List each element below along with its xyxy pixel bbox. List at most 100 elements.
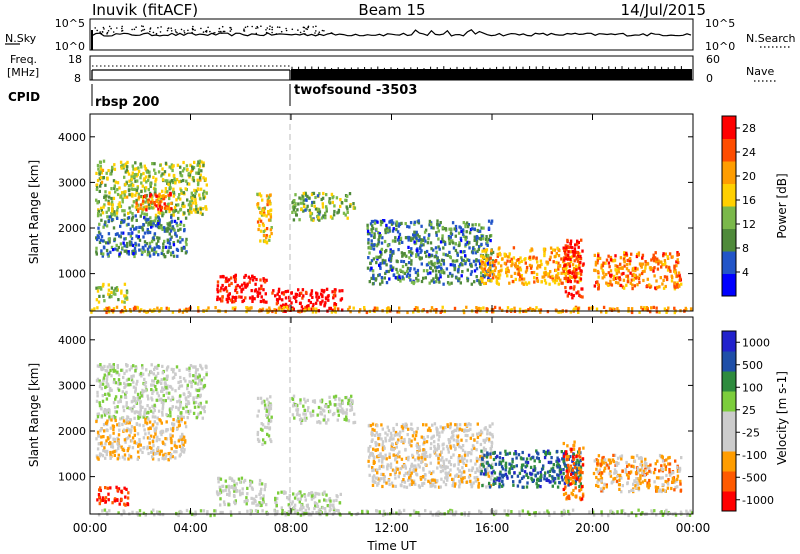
nsky-panel <box>89 18 694 51</box>
power-cell <box>318 210 322 214</box>
power-cell <box>190 198 193 202</box>
power-cell <box>149 222 152 226</box>
power-cell <box>257 227 260 232</box>
power-cell <box>171 250 175 254</box>
power-cell <box>551 277 554 281</box>
power-cell <box>170 215 173 219</box>
power-cell <box>102 205 105 209</box>
power-cell <box>565 267 568 271</box>
velocity-cell <box>482 438 485 442</box>
power-cell <box>93 307 96 311</box>
power-cell <box>284 296 288 300</box>
power-cell <box>170 219 174 223</box>
velocity-cell <box>372 476 375 480</box>
power-cell <box>179 208 182 212</box>
power-cell <box>372 257 376 261</box>
velocity-cell <box>151 423 155 427</box>
power-cell <box>282 292 286 296</box>
power-cell <box>120 218 123 223</box>
power-cell <box>227 278 231 282</box>
velocity-cell <box>178 444 182 448</box>
power-cell <box>394 239 397 243</box>
power-cell <box>184 216 188 220</box>
velocity-cell <box>477 484 480 488</box>
power-cell <box>174 181 177 185</box>
nsearch-dot <box>257 27 259 29</box>
velocity-cell <box>104 385 107 390</box>
power-cell <box>261 307 265 311</box>
power-cell <box>229 298 233 302</box>
velocity-cell <box>261 501 264 505</box>
power-cell <box>168 181 171 185</box>
velocity-cell <box>123 438 127 442</box>
velocity-cell <box>201 367 204 371</box>
power-cell <box>227 296 231 301</box>
velocity-cell <box>476 435 480 439</box>
power-cell <box>259 299 263 304</box>
velocity-cell <box>367 464 371 468</box>
velocity-cell <box>133 428 137 433</box>
velocity-cell <box>449 446 453 450</box>
velocity-cell <box>142 415 145 419</box>
power-cell <box>439 221 442 225</box>
power-cell <box>597 287 600 291</box>
power-cell <box>340 201 344 205</box>
power-cell <box>503 253 507 257</box>
power-cell <box>369 222 373 226</box>
power-cell <box>471 227 474 231</box>
velocity-cell <box>137 410 140 414</box>
power-cell <box>496 281 499 285</box>
velocity-cell <box>400 484 403 488</box>
power-cell <box>399 279 402 283</box>
nsearch-dot <box>140 30 143 32</box>
power-cell <box>253 276 256 280</box>
velocity-cell <box>180 447 183 451</box>
velocity-cell <box>192 396 195 400</box>
power-cell <box>105 210 108 214</box>
power-cell <box>439 273 442 277</box>
power-cell <box>258 192 261 197</box>
velocity-cell <box>470 452 473 456</box>
velocity-cell <box>269 403 273 407</box>
velocity-cell <box>378 466 381 471</box>
power-cell <box>190 210 193 214</box>
power-cell <box>107 201 110 206</box>
power-cell <box>108 195 111 199</box>
velocity-cell <box>152 372 155 376</box>
power-cell <box>573 250 577 254</box>
power-cell <box>402 260 406 264</box>
power-cell <box>409 267 412 271</box>
velocity-cell <box>449 463 453 467</box>
velocity-cell <box>422 481 426 485</box>
power-cell <box>113 163 116 167</box>
velocity-cell <box>152 405 155 409</box>
velocity-cell <box>169 427 173 431</box>
power-cell <box>148 206 151 210</box>
nsearch-dot <box>246 25 249 28</box>
power-cell <box>581 295 584 299</box>
power-cell <box>298 196 301 200</box>
velocity-cell <box>307 507 310 511</box>
power-cell <box>107 241 110 245</box>
power-cell <box>181 169 185 173</box>
power-cell <box>663 307 667 311</box>
power-cell <box>424 276 427 280</box>
velocity-cell <box>420 456 423 460</box>
power-cell <box>97 235 100 240</box>
power-cell <box>265 241 269 245</box>
velocity-cell <box>215 490 219 494</box>
power-cell <box>240 295 243 299</box>
power-cell <box>293 199 296 203</box>
power-cell <box>140 308 143 312</box>
velocity-cell <box>298 500 301 504</box>
power-cell <box>216 284 220 288</box>
power-cell <box>554 278 557 282</box>
power-cell <box>666 255 669 259</box>
power-cell <box>430 254 433 258</box>
power-cell <box>415 276 418 281</box>
velocity-cell <box>386 433 389 437</box>
power-cell <box>466 240 469 244</box>
power-cell <box>402 277 405 281</box>
power-cell <box>377 242 380 246</box>
power-cell <box>430 262 433 266</box>
